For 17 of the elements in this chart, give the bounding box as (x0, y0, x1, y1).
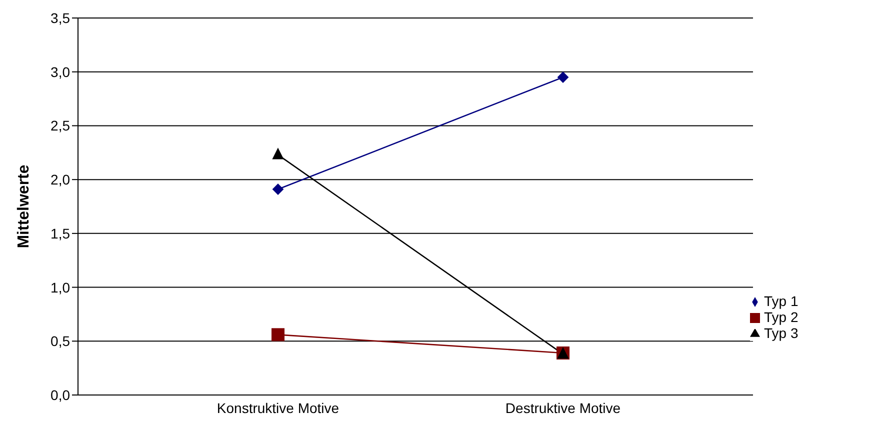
point (272, 184, 284, 195)
y-tick-label: 0,0 (50, 386, 70, 403)
y-tick-label: 2,0 (50, 172, 70, 188)
legend-label: Typ 2 (764, 309, 798, 325)
x-tick-label: Destruktive Motive (505, 400, 621, 416)
legend-label: Typ 1 (764, 293, 798, 309)
point (272, 328, 284, 342)
y-tick-label: 3,5 (50, 10, 70, 26)
y-tick-label: 1,5 (50, 225, 70, 242)
legend-label: Typ 3 (764, 325, 798, 341)
y-tick-label: 3,0 (50, 64, 70, 80)
y-tick-label: 2,5 (50, 118, 70, 134)
y-tick-label: 0,5 (50, 333, 70, 350)
x-tick-label: Konstruktive Motive (216, 400, 340, 416)
y-axis-title: Mittelwerte (16, 164, 33, 248)
y-tick-label: 1,0 (50, 279, 70, 296)
point (558, 72, 568, 83)
